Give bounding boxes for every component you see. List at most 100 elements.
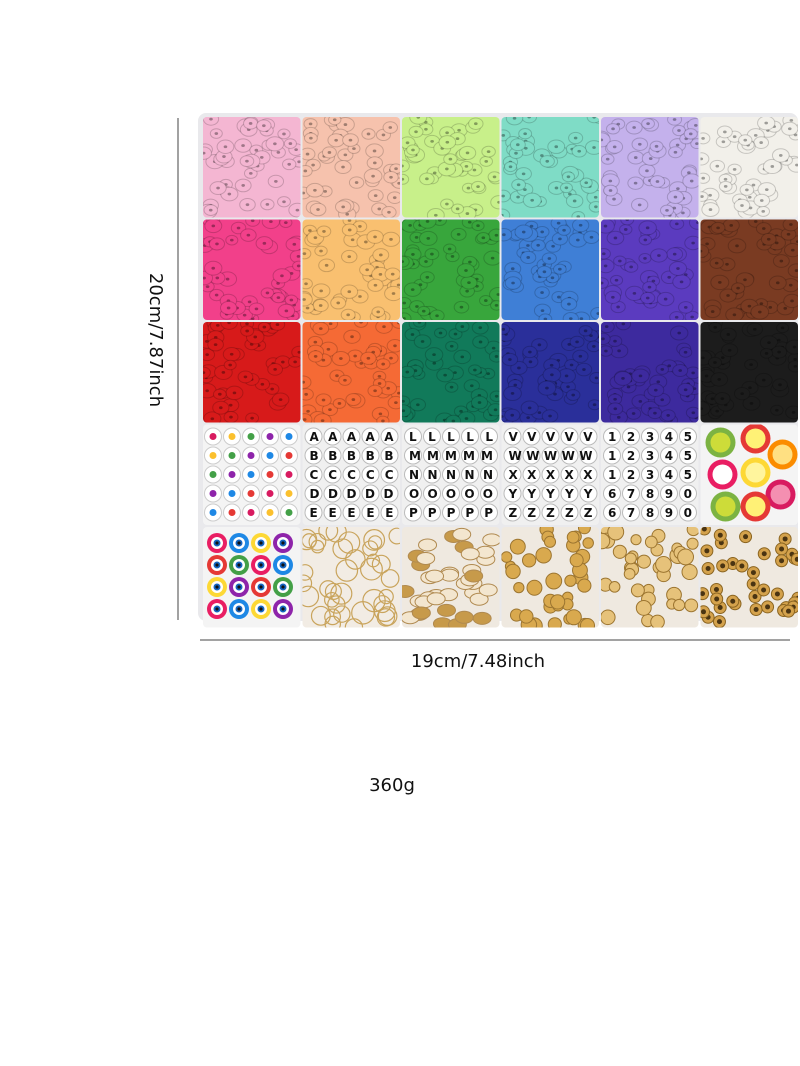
disc-hole <box>790 248 795 252</box>
disc-hole <box>438 331 443 335</box>
disc-hole <box>351 398 356 401</box>
disc-hole <box>324 263 329 267</box>
disc-hole <box>308 122 313 126</box>
disc-hole <box>396 283 400 287</box>
clay-disc <box>413 334 432 349</box>
disc-hole <box>556 221 561 225</box>
disc-hole <box>457 128 461 132</box>
disc-hole <box>402 301 407 305</box>
disc-hole <box>230 238 234 242</box>
disc-hole <box>262 124 266 128</box>
disc-hole <box>783 306 788 310</box>
gold-hook <box>373 595 392 614</box>
disc-hole <box>343 153 348 157</box>
clay-disc <box>739 183 755 196</box>
disc-hole <box>793 365 798 368</box>
clay-disc <box>721 343 739 358</box>
clay-disc <box>601 247 611 260</box>
shell <box>436 603 456 617</box>
shell <box>469 592 489 606</box>
clay-disc <box>438 135 457 150</box>
compartment <box>302 527 400 628</box>
disc-hole <box>371 174 375 178</box>
disc-hole <box>430 139 434 143</box>
disc-hole <box>646 122 650 126</box>
bead-letters: 67890 <box>608 487 692 501</box>
clay-disc <box>631 137 649 151</box>
letter-bead <box>304 446 323 465</box>
disc-hole <box>311 163 315 167</box>
disc-hole <box>465 289 469 293</box>
heart <box>266 452 274 459</box>
letter-bead <box>323 465 342 484</box>
clay-disc <box>418 230 438 246</box>
disc-hole <box>674 315 679 319</box>
disc-hole <box>214 293 219 297</box>
disc-hole <box>392 196 397 200</box>
disc-hole <box>542 270 547 274</box>
clay-disc <box>239 155 255 168</box>
disc-hole <box>778 154 783 157</box>
clay-disc <box>781 121 798 136</box>
disc-hole <box>408 223 412 227</box>
clay-disc <box>559 182 573 194</box>
gold-hook <box>333 605 351 623</box>
disc-hole <box>402 177 405 181</box>
letter-bead <box>342 503 361 522</box>
disc-hole <box>326 347 331 351</box>
clay-disc <box>261 219 281 230</box>
disc-hole <box>740 204 744 207</box>
clay-disc <box>445 414 462 423</box>
clay-disc <box>375 358 391 370</box>
clay-disc <box>754 372 773 388</box>
disc-hole <box>245 329 249 333</box>
disc-hole <box>747 195 752 199</box>
shell <box>454 610 474 624</box>
disc-hole <box>262 325 267 329</box>
gold-charm <box>607 527 625 541</box>
disc-hole <box>494 303 499 307</box>
letter-bead <box>304 503 323 522</box>
letter-bead <box>461 503 479 522</box>
disc-hole <box>410 288 415 292</box>
disc-hole <box>347 290 352 294</box>
disc-hole <box>748 386 752 390</box>
disc-hole <box>381 362 385 366</box>
clay-disc <box>269 322 286 331</box>
heart <box>285 452 293 459</box>
disc-hole <box>402 164 404 168</box>
letter-bead <box>461 427 479 446</box>
letter-bead <box>361 465 380 484</box>
disc-hole <box>247 300 252 304</box>
disc-hole <box>759 141 763 144</box>
gold-charm <box>624 552 637 565</box>
letter-bead <box>461 465 479 484</box>
compartment <box>203 424 301 525</box>
disc-hole <box>456 232 461 236</box>
disc-hole <box>794 269 798 272</box>
disc-hole <box>657 254 661 257</box>
disc-hole <box>350 238 355 242</box>
disc-hole <box>302 252 307 256</box>
disc-hole <box>477 401 482 404</box>
clay-disc <box>340 284 359 299</box>
compartment <box>302 219 400 320</box>
disc-hole <box>216 186 220 190</box>
disc-hole <box>700 157 704 161</box>
clay-disc <box>536 265 553 279</box>
disc-hole <box>494 233 499 237</box>
disc-hole <box>516 183 521 187</box>
clay-disc <box>341 249 358 264</box>
clay-disc <box>638 234 653 246</box>
clay-disc <box>531 338 548 352</box>
clay-disc <box>209 288 225 302</box>
compartment <box>601 117 699 218</box>
letter-bead <box>404 446 422 465</box>
disc-hole <box>476 185 480 189</box>
heart <box>247 509 255 516</box>
clay-disc <box>417 305 431 317</box>
disc-hole <box>691 411 696 415</box>
clay-disc <box>302 248 312 260</box>
disc-hole <box>468 260 472 264</box>
clay-disc <box>588 200 599 213</box>
